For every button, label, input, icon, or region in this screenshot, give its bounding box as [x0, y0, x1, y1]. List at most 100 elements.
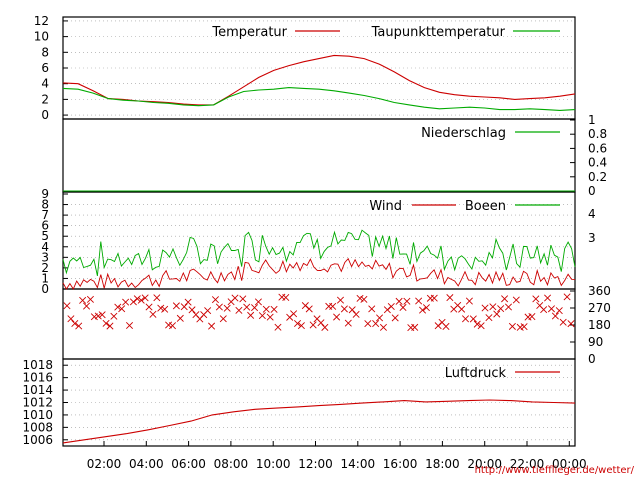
wind-tick-label: 0 [41, 282, 49, 296]
dir-marker [129, 298, 137, 306]
footer-link[interactable]: http://www.tiefflieger.de/wetter/ [474, 465, 634, 476]
temp-tick-label: 2 [41, 92, 49, 106]
dir-marker [481, 304, 489, 312]
wind-series-wind [62, 257, 576, 290]
panel-frame-3 [62, 288, 576, 360]
dir-marker [352, 310, 360, 318]
dir-marker [243, 303, 251, 311]
dir-marker [63, 302, 71, 310]
dir-marker [231, 294, 239, 302]
dir-marker [176, 314, 184, 322]
dir-marker [235, 306, 243, 314]
dir-marker [239, 295, 247, 303]
wind-tick-label: 9 [41, 187, 49, 201]
dir-tick-label: 0 [588, 352, 596, 366]
dir-marker [133, 295, 141, 303]
dir-marker [501, 295, 509, 303]
x-tick-label: 02:00 [87, 457, 122, 471]
precip-tick-label: 0.6 [588, 141, 607, 155]
dir-marker [110, 312, 118, 320]
dir-marker [254, 298, 262, 306]
press-tick-label: 1006 [22, 433, 53, 447]
dir-marker [333, 313, 341, 321]
dir-marker [188, 306, 196, 314]
dir-marker [555, 307, 563, 315]
dir-marker [360, 295, 368, 303]
dir-marker [258, 312, 266, 320]
wind-tick-label: 1 [41, 271, 49, 285]
dir-marker [321, 323, 329, 331]
dir-marker [411, 323, 419, 331]
dir-marker [399, 303, 407, 311]
dir-marker [348, 306, 356, 314]
dir-tick-label: 360 [588, 284, 611, 298]
legend-label-luftdruck: Luftdruck [445, 366, 507, 381]
dir-marker [137, 296, 145, 304]
dir-marker [309, 321, 317, 329]
dir-marker [419, 306, 427, 314]
temp-tick-label: 4 [41, 77, 49, 91]
dir-marker [473, 320, 481, 328]
dir-marker [67, 315, 75, 323]
dir-marker [387, 302, 395, 311]
dir-marker [504, 303, 513, 311]
wind-tick-label: 7 [41, 208, 49, 222]
dir-marker [497, 305, 505, 313]
dir-marker [274, 323, 282, 331]
dir-marker [485, 314, 493, 322]
dir-marker [446, 294, 454, 302]
dir-marker [442, 322, 450, 330]
dir-marker [94, 312, 102, 320]
temp-tick-label: 8 [41, 45, 49, 59]
dir-marker [559, 318, 567, 326]
dir-marker [493, 310, 501, 318]
dir-marker [567, 320, 575, 328]
x-tick-label: 08:00 [214, 457, 249, 471]
dir-marker [422, 304, 430, 312]
x-tick-label: 20:00 [467, 457, 502, 471]
dir-marker [219, 315, 227, 323]
dir-marker [282, 294, 290, 302]
dir-marker [532, 295, 540, 303]
dir-marker [489, 303, 497, 311]
press-tick-label: 1016 [22, 371, 53, 385]
dir-marker [83, 302, 91, 310]
temp-series-line-1 [62, 87, 576, 111]
temp-series-line-0 [62, 54, 576, 106]
legend-label-niederschlag: Niederschlag [421, 126, 506, 141]
x-tick-label: 18:00 [425, 457, 460, 471]
dir-marker [211, 296, 219, 304]
dir-marker [528, 313, 536, 321]
dir-marker [329, 302, 337, 310]
temp-tick-label: 12 [34, 14, 49, 28]
dir-marker [372, 320, 380, 328]
dir-marker [430, 294, 438, 302]
dir-marker [415, 297, 423, 305]
dir-marker [458, 305, 466, 313]
precip-tick-label: 0 [588, 184, 596, 198]
dir-marker [336, 296, 345, 304]
legend-label-wind: Wind [369, 199, 402, 214]
press-tick-label: 1012 [22, 396, 53, 410]
dir-marker [293, 319, 302, 328]
dir-markers [63, 293, 575, 332]
precip-tick-label: 0.2 [588, 170, 607, 184]
dir-marker [340, 305, 348, 313]
dir-marker [266, 313, 274, 321]
press-tick-label: 1018 [22, 358, 53, 372]
dir-marker [305, 305, 313, 313]
dir-marker [122, 298, 130, 306]
wind-tick-label: 5 [41, 229, 49, 243]
wind-right-tick-label: 4 [588, 207, 596, 221]
dir-marker [379, 323, 387, 331]
dir-marker [395, 297, 403, 305]
dir-marker [98, 311, 106, 319]
legend-label-temperatur: Temperatur [211, 25, 287, 40]
precip-tick-label: 0.8 [588, 127, 607, 141]
dir-marker [512, 296, 520, 304]
dir-marker [172, 302, 180, 310]
temp-tick-label: 10 [34, 30, 49, 44]
dir-marker [297, 322, 305, 330]
dir-marker [102, 319, 110, 327]
